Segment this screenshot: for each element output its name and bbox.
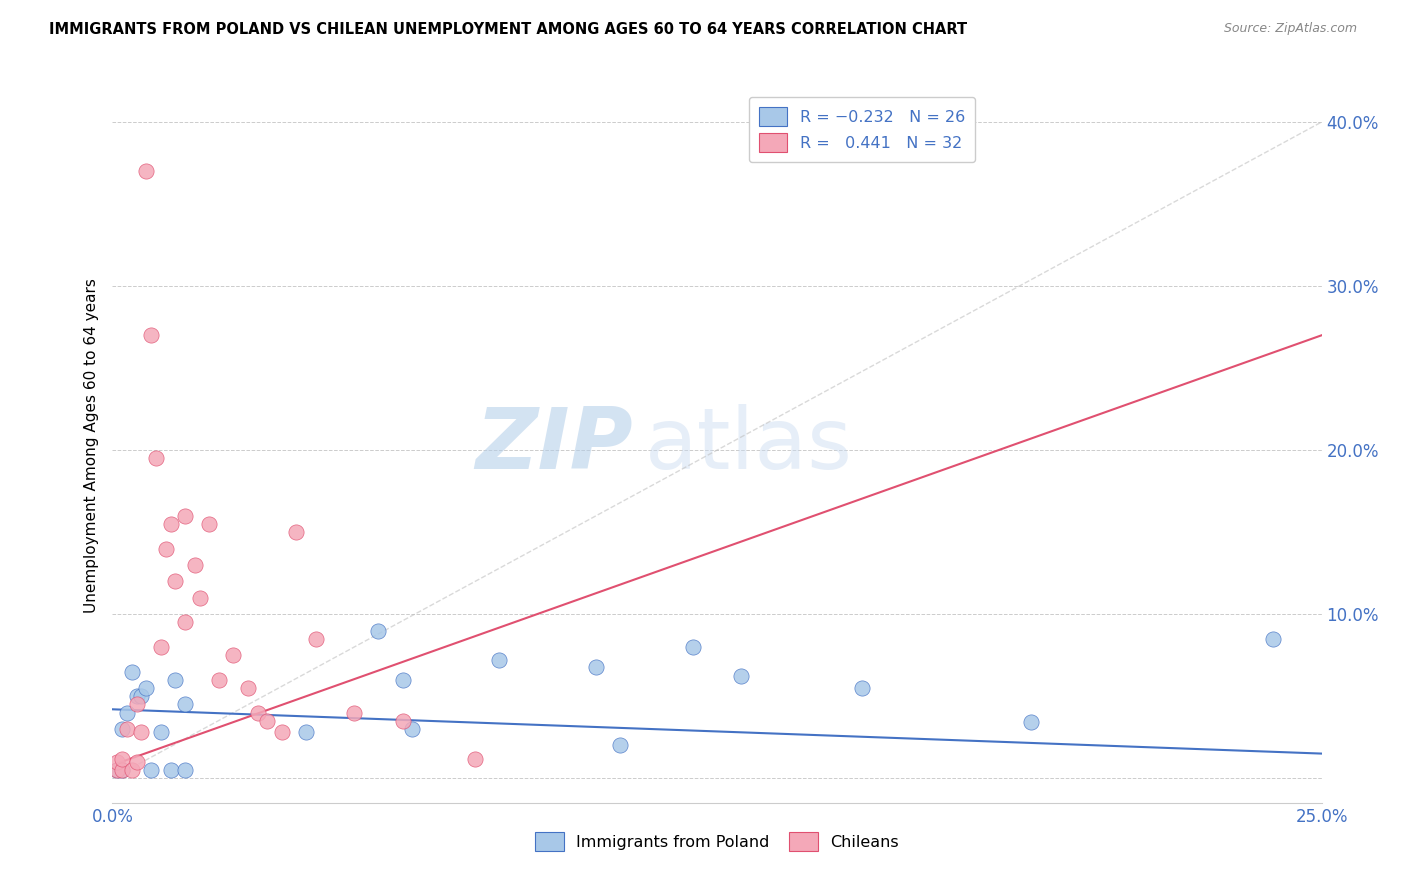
Point — [464, 751, 486, 765]
Point — [730, 669, 752, 683]
Point — [135, 164, 157, 178]
Point — [304, 632, 326, 646]
Point — [149, 640, 172, 654]
Point — [131, 725, 153, 739]
Point — [295, 725, 318, 739]
Point — [174, 698, 197, 712]
Point — [198, 516, 221, 531]
Point — [105, 763, 128, 777]
Point — [111, 763, 134, 777]
Text: ZIP: ZIP — [475, 404, 633, 488]
Point — [105, 763, 128, 777]
Point — [174, 508, 197, 523]
Point — [165, 574, 187, 589]
Point — [121, 665, 143, 679]
Text: IMMIGRANTS FROM POLAND VS CHILEAN UNEMPLOYMENT AMONG AGES 60 TO 64 YEARS CORRELA: IMMIGRANTS FROM POLAND VS CHILEAN UNEMPL… — [49, 22, 967, 37]
Point — [111, 751, 134, 765]
Point — [343, 706, 366, 720]
Point — [246, 706, 269, 720]
Point — [115, 722, 138, 736]
Point — [391, 673, 413, 687]
Point — [236, 681, 259, 695]
Point — [141, 763, 163, 777]
Point — [125, 689, 148, 703]
Point — [488, 653, 510, 667]
Point — [285, 525, 308, 540]
Point — [145, 451, 167, 466]
Point — [1263, 632, 1285, 646]
Point — [401, 722, 423, 736]
Point — [159, 516, 181, 531]
Point — [367, 624, 389, 638]
Point — [851, 681, 873, 695]
Point — [174, 763, 197, 777]
Point — [188, 591, 211, 605]
Point — [159, 763, 181, 777]
Point — [121, 763, 143, 777]
Point — [183, 558, 205, 572]
Point — [111, 722, 134, 736]
Point — [256, 714, 278, 728]
Point — [609, 739, 631, 753]
Point — [149, 725, 172, 739]
Point — [105, 755, 128, 769]
Point — [111, 763, 134, 777]
Point — [141, 328, 163, 343]
Text: Source: ZipAtlas.com: Source: ZipAtlas.com — [1223, 22, 1357, 36]
Point — [125, 755, 148, 769]
Point — [682, 640, 704, 654]
Point — [270, 725, 292, 739]
Point — [208, 673, 231, 687]
Point — [131, 689, 153, 703]
Point — [585, 659, 607, 673]
Point — [1021, 715, 1043, 730]
Point — [125, 698, 148, 712]
Point — [155, 541, 177, 556]
Point — [174, 615, 197, 630]
Point — [222, 648, 245, 662]
Y-axis label: Unemployment Among Ages 60 to 64 years: Unemployment Among Ages 60 to 64 years — [84, 278, 100, 614]
Point — [135, 681, 157, 695]
Legend: Immigrants from Poland, Chileans: Immigrants from Poland, Chileans — [527, 823, 907, 859]
Text: atlas: atlas — [644, 404, 852, 488]
Point — [165, 673, 187, 687]
Point — [391, 714, 413, 728]
Point — [115, 706, 138, 720]
